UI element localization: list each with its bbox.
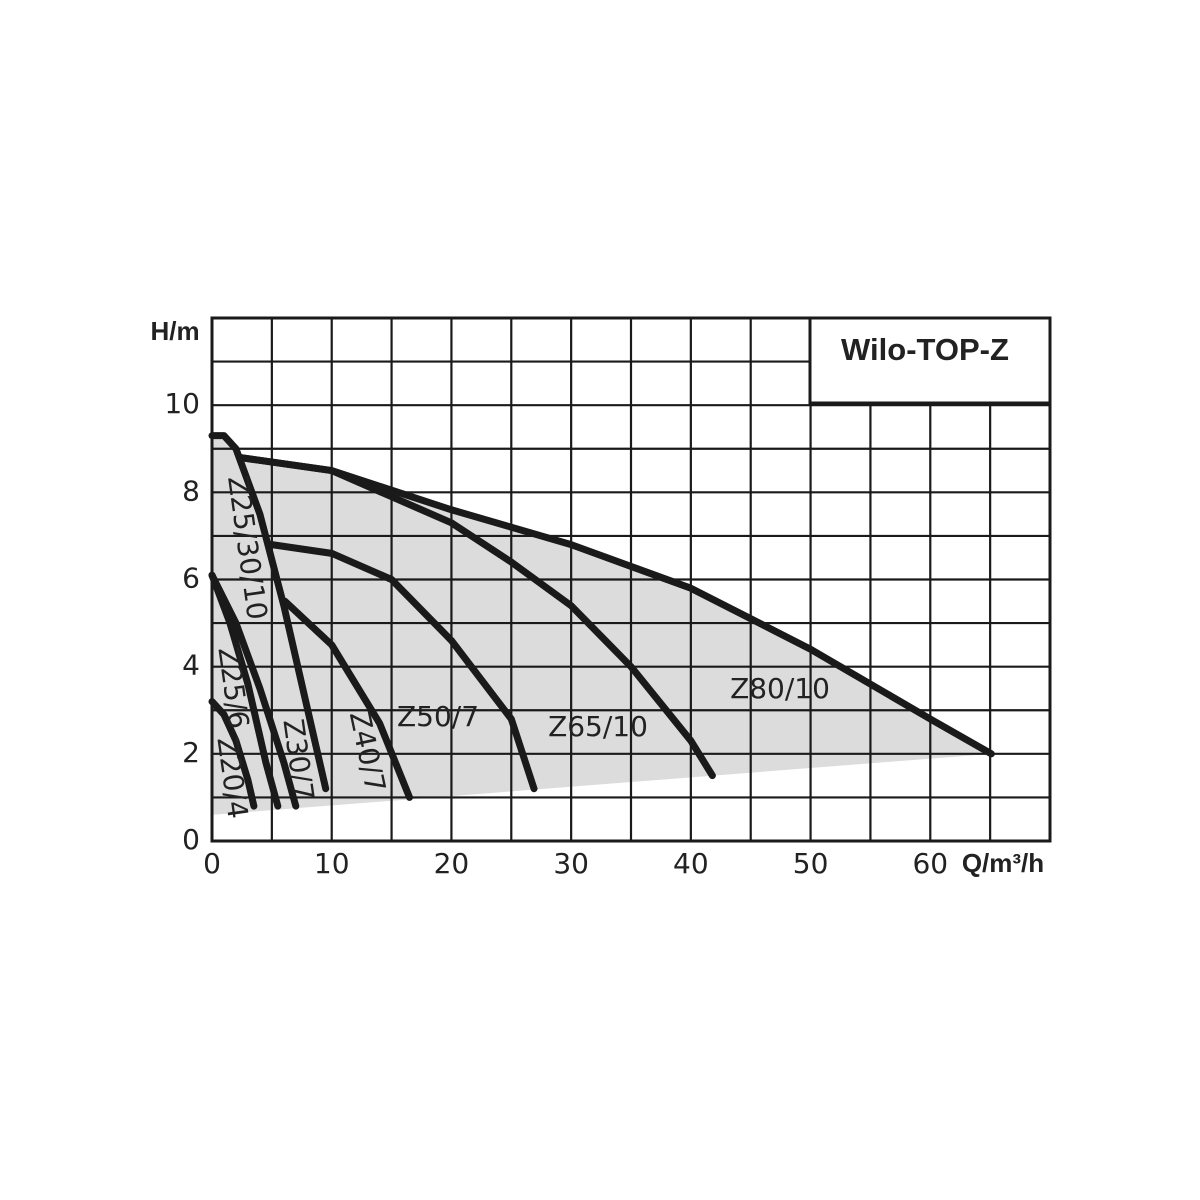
curve-label: Z65/10 [548,710,648,743]
pump-curve [208,432,330,793]
pump-curve [208,698,258,810]
plot-frame [210,316,1052,843]
curve-label: Z50/7 [397,700,479,733]
curve-layer [208,432,995,810]
x-tick-label: 40 [673,847,709,880]
x-tick-label: 60 [912,847,948,880]
pump-curve [281,597,414,801]
y-tick-label: 10 [164,387,200,420]
x-tick-label: 30 [553,847,589,880]
pump-curve [208,571,300,810]
y-tick-label: 0 [182,823,200,856]
curve-label: Z80/10 [730,672,830,705]
y-tick-label: 8 [182,474,200,507]
y-tick-label: 6 [182,562,200,595]
x-tick-label: 10 [314,847,350,880]
x-tick-label: 50 [793,847,829,880]
y-tick-label: 2 [182,736,200,769]
pump-curve [208,571,282,810]
y-tick-label: 4 [182,649,200,682]
x-tick-label: 20 [434,847,470,880]
y-axis-label: H/m [150,316,199,346]
operating-area [212,435,992,815]
area-layer [212,435,992,815]
pump-curve [236,453,995,758]
chart-title: Wilo-TOP-Z [841,332,1009,367]
x-axis-label: Q/m³/h [962,848,1044,878]
pump-curve [268,541,538,793]
title-box [808,316,1052,405]
x-tick-label: 0 [203,847,221,880]
